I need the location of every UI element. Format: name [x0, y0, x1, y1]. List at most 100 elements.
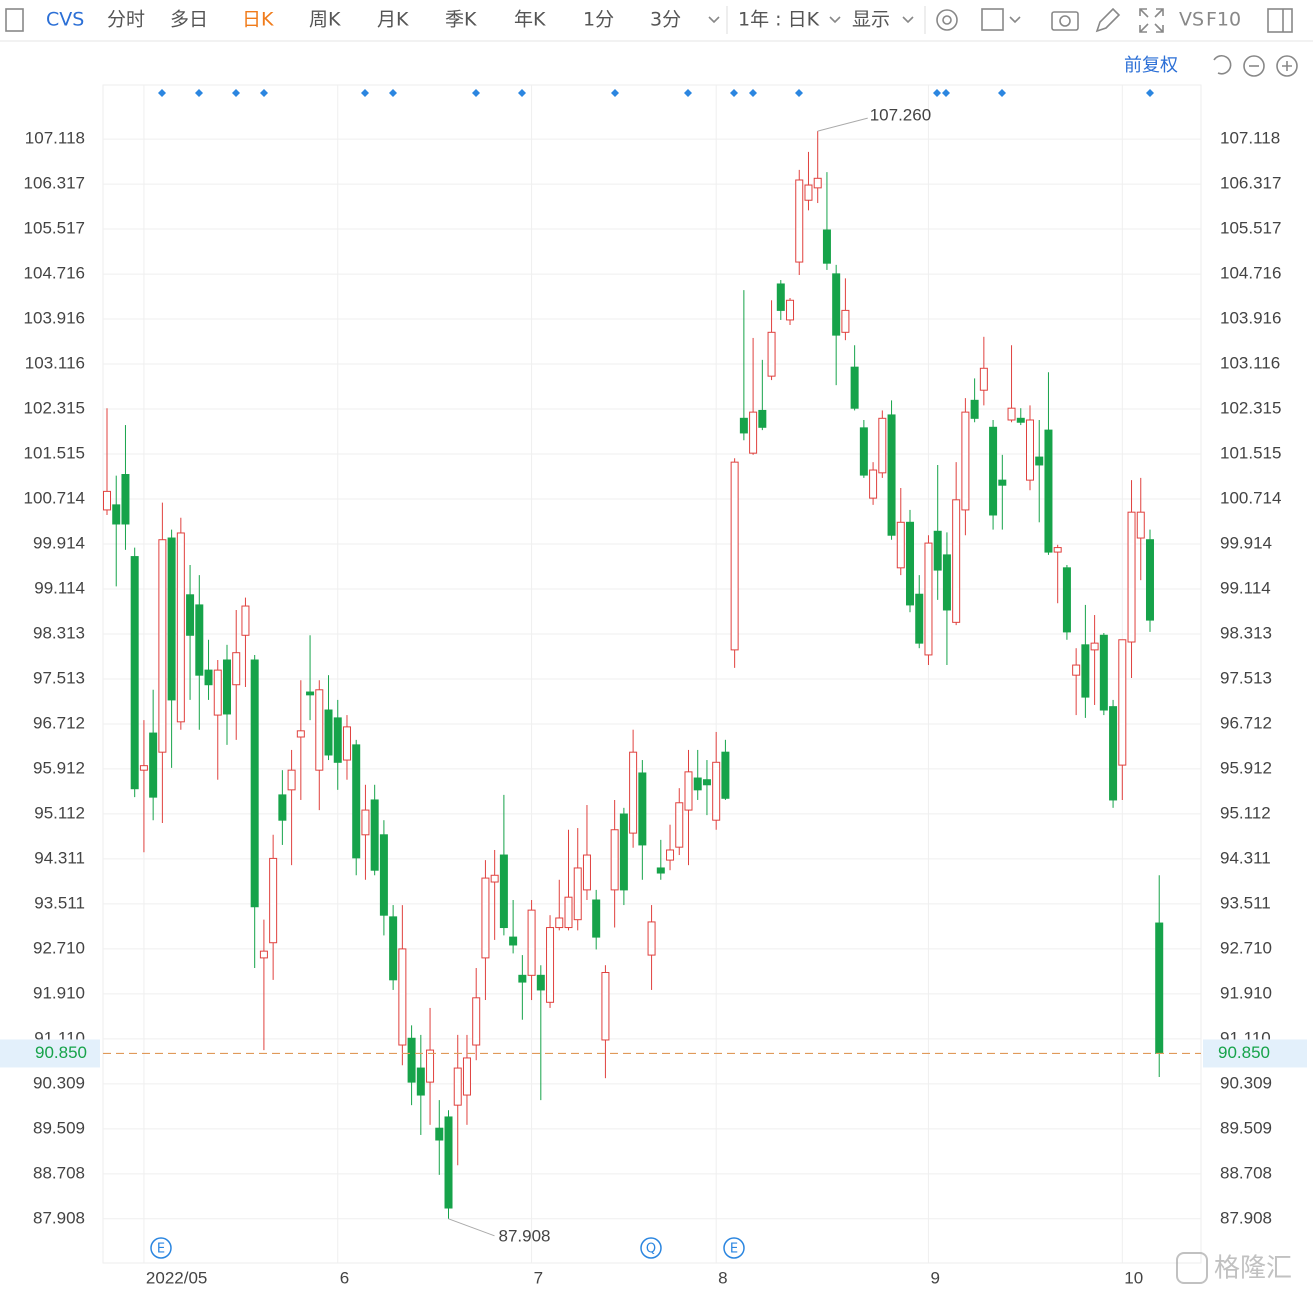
chevron[interactable] — [1009, 16, 1021, 24]
event-letter: E — [157, 1242, 165, 1257]
candle-body — [1072, 664, 1081, 676]
candle-body — [675, 802, 684, 848]
y2-tick-label: 97.513 — [1220, 668, 1272, 687]
candle-body — [1053, 547, 1062, 553]
x-tick-label: 7 — [534, 1268, 543, 1287]
y2-tick-label: 88.708 — [1220, 1163, 1272, 1182]
candle-body — [370, 799, 379, 871]
watermark-text: 格隆汇 — [1214, 1254, 1292, 1284]
zoom-out-icon[interactable] — [1243, 55, 1265, 77]
candle-body — [573, 867, 582, 921]
x-tick-label: 9 — [930, 1268, 939, 1287]
candle-body — [564, 896, 573, 929]
candle-body — [776, 283, 785, 311]
candle-body — [149, 732, 158, 798]
pen-icon[interactable] — [1095, 7, 1121, 33]
candle-body — [259, 950, 268, 959]
candle-body — [324, 709, 333, 756]
y-tick-label: 96.712 — [33, 713, 85, 732]
chevron[interactable] — [902, 16, 914, 24]
y2-tick-label: 90.309 — [1220, 1073, 1272, 1092]
event-icons: E Q E — [150, 1237, 745, 1259]
candle-body — [315, 689, 324, 771]
candle-body — [979, 367, 988, 391]
watermark: 格隆汇 — [1176, 1252, 1292, 1284]
chevron[interactable] — [708, 16, 720, 24]
y2-tick-label: 100.714 — [1220, 489, 1281, 508]
candle-body — [739, 417, 748, 434]
candle-body — [481, 877, 490, 959]
y2-tick-label: 104.716 — [1220, 264, 1281, 283]
tab[interactable]: 日K — [242, 9, 274, 31]
tab[interactable]: 分时 — [107, 9, 145, 31]
candle-body — [841, 309, 850, 333]
candle-body — [813, 177, 822, 189]
tab[interactable]: 周K — [309, 9, 341, 31]
event-icon[interactable] — [723, 1237, 745, 1259]
camera-lens — [1059, 15, 1071, 27]
candle-body — [462, 1057, 471, 1096]
candle-body — [407, 1037, 416, 1083]
candle-body — [1007, 407, 1016, 421]
camera-icon[interactable] — [1051, 11, 1079, 31]
candle-body — [435, 1127, 444, 1141]
candle-body — [222, 659, 231, 715]
checkbox[interactable] — [5, 8, 24, 32]
period-select[interactable]: 1年 : 日K — [738, 9, 820, 31]
y-tick-label: 90.309 — [33, 1073, 85, 1092]
candle-body — [896, 521, 905, 569]
display-select[interactable]: 显示 — [852, 9, 890, 31]
adjust-button[interactable]: 前复权 — [1124, 55, 1178, 76]
tab[interactable]: 多日 — [170, 9, 208, 31]
chevron[interactable] — [829, 16, 841, 24]
toolbar: CVS 分时 多日 日K 周K 月K 季K 年K 1分 3分 1年 : 日K 显示 VS F10 — [0, 6, 1313, 42]
candle-body — [629, 751, 638, 834]
overlay: 107.260 87.908 90.850 90.850 — [0, 106, 1307, 1245]
candle-body — [601, 972, 610, 1041]
candle-body — [287, 769, 296, 791]
event-icon[interactable] — [150, 1237, 172, 1259]
zoom-in-plus — [1282, 61, 1292, 71]
candle-body — [509, 936, 518, 946]
y-tick-label: 105.517 — [24, 219, 85, 238]
settings-icon[interactable] — [936, 9, 958, 31]
candle-body — [333, 717, 342, 763]
color-box[interactable] — [981, 8, 1004, 31]
candle-body — [269, 857, 278, 944]
candle-body — [241, 605, 250, 636]
grid: 107.118 107.118 106.317 106.317 105.517 105.5… — [24, 85, 1281, 1287]
event-letter: E — [730, 1242, 738, 1257]
f10-button[interactable]: F10 — [1206, 9, 1241, 31]
candle-body — [878, 417, 887, 474]
candle-body — [989, 426, 998, 516]
y2-tick-label: 101.515 — [1220, 443, 1281, 462]
vs-button[interactable]: VS — [1179, 9, 1204, 31]
candle-body — [1081, 644, 1090, 698]
candles — [103, 131, 1164, 1219]
candle-body — [361, 809, 370, 836]
y2-tick-label: 106.317 — [1220, 174, 1281, 193]
candle-body — [139, 765, 148, 771]
candle-body — [1118, 639, 1127, 766]
settings-icon-core — [942, 15, 952, 25]
y2-tick-label: 102.315 — [1220, 399, 1281, 418]
y2-tick-label: 96.712 — [1220, 713, 1272, 732]
tab[interactable]: 年K — [514, 9, 546, 31]
tab[interactable]: 1分 — [583, 9, 614, 31]
tab[interactable]: 月K — [377, 9, 409, 31]
symbol[interactable]: CVS — [46, 9, 84, 31]
tab[interactable]: 3分 — [650, 9, 681, 31]
y-tick-label: 103.116 — [25, 353, 85, 372]
fullscreen-icon[interactable] — [1139, 8, 1164, 33]
candle-body — [490, 874, 499, 883]
undo-icon[interactable] — [1213, 54, 1232, 75]
zoom-in-icon[interactable] — [1276, 55, 1298, 77]
tabs: 分时 多日 日K 周K 月K 季K 年K 1分 3分 — [107, 9, 681, 31]
event-icon[interactable] — [640, 1237, 662, 1259]
panel-icon[interactable] — [1267, 8, 1293, 33]
candle-body — [961, 411, 970, 511]
tab[interactable]: 季K — [445, 9, 477, 31]
candle-body — [342, 726, 351, 761]
y2-tick-label: 93.511 — [1220, 893, 1271, 912]
